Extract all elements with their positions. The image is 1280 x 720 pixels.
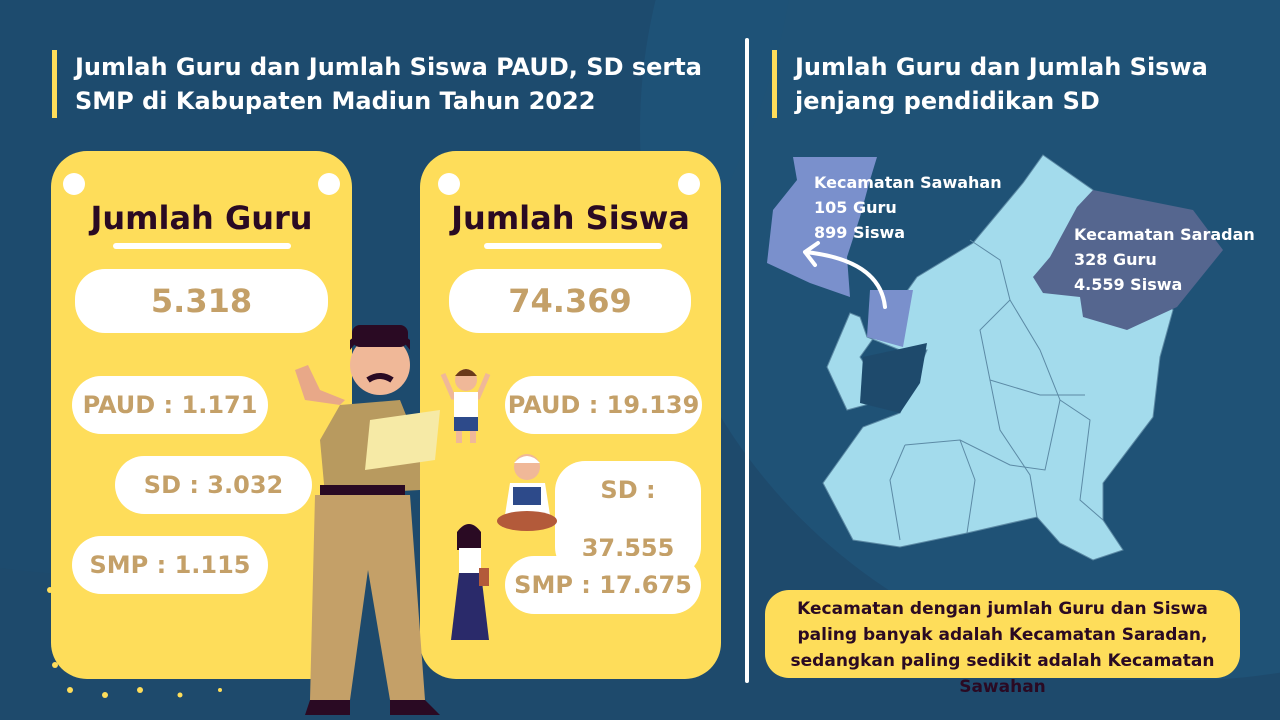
card-hole: [63, 173, 85, 195]
card-hole: [318, 173, 340, 195]
sawahan-siswa: 899 Siswa: [814, 223, 906, 242]
map-region-sawahan: [867, 290, 913, 347]
map-region-sawahan: [767, 157, 877, 297]
saradan-name: Kecamatan Saradan: [1074, 225, 1255, 244]
sawahan-guru: 105 Guru: [814, 198, 897, 217]
card-hole: [678, 173, 700, 195]
title-underline: [484, 243, 662, 249]
right-title-line1: Jumlah Guru dan Jumlah Siswa: [795, 53, 1208, 81]
sawahan-name: Kecamatan Sawahan: [814, 173, 1002, 192]
saradan-guru: 328 Guru: [1074, 250, 1157, 269]
district-borders: [889, 239, 1104, 541]
map-gap: [860, 343, 927, 413]
siswa-total: 74.369: [449, 269, 691, 333]
siswa-smp: SMP : 17.675: [505, 556, 701, 614]
card-hole: [438, 173, 460, 195]
right-title-line2: jenjang pendidikan SD: [795, 87, 1100, 115]
student-girl-illustration: [451, 524, 489, 640]
siswa-paud: PAUD : 19.139: [505, 376, 702, 434]
left-title-line1: Jumlah Guru dan Jumlah Siswa PAUD, SD se…: [75, 53, 702, 81]
summary-note: Kecamatan dengan jumlah Guru dan Siswa p…: [765, 590, 1240, 697]
guru-smp: SMP : 1.115: [72, 536, 268, 594]
guru-total: 5.318: [75, 269, 328, 333]
teacher-illustration: [295, 325, 440, 715]
student-boy-illustration: [440, 369, 491, 443]
saradan-label: Kecamatan Saradan 328 Guru 4.559 Siswa: [1074, 222, 1255, 297]
guru-card-title: Jumlah Guru: [90, 199, 313, 237]
guru-paud: PAUD : 1.171: [72, 376, 268, 434]
guru-card: Jumlah Guru 5.318 PAUD : 1.171 SD : 3.03…: [51, 151, 352, 679]
guru-sd: SD : 3.032: [115, 456, 312, 514]
sawahan-label: Kecamatan Sawahan 105 Guru 899 Siswa: [814, 170, 1002, 245]
title-underline: [113, 243, 291, 249]
right-title: Jumlah Guru dan Jumlah Siswa jenjang pen…: [772, 50, 1252, 118]
student-reading-illustration: [497, 454, 557, 531]
left-title: Jumlah Guru dan Jumlah Siswa PAUD, SD se…: [52, 50, 712, 118]
map-region-saradan: [1033, 190, 1223, 330]
divider: [745, 38, 749, 683]
saradan-siswa: 4.559 Siswa: [1074, 275, 1183, 294]
left-title-line2: SMP di Kabupaten Madiun Tahun 2022: [75, 87, 596, 115]
arrow-icon: [803, 241, 887, 309]
siswa-card-title: Jumlah Siswa: [451, 199, 690, 237]
